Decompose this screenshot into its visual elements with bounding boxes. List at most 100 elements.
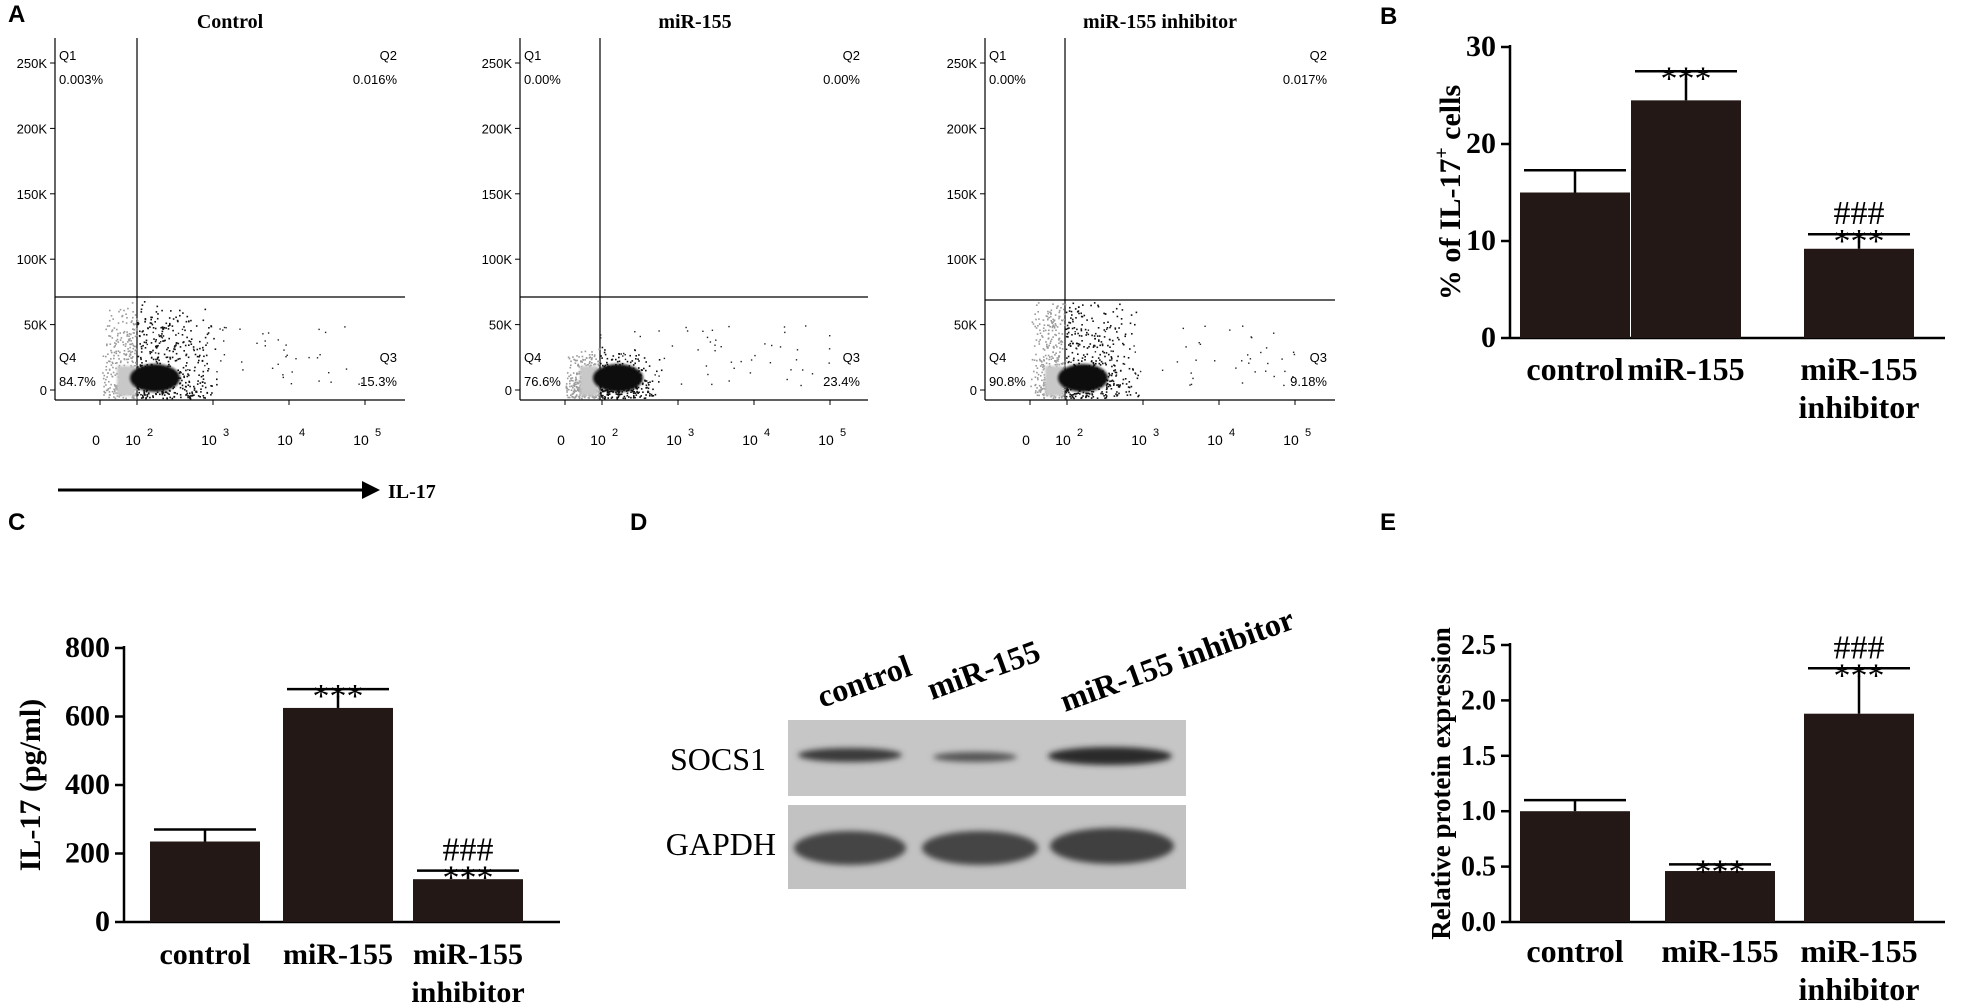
- flow-x-tick-label: 10: [666, 432, 682, 448]
- flow-x-tick-exponent: 3: [1153, 427, 1159, 439]
- y-axis-label: Relative protein expression: [1426, 627, 1456, 939]
- significance-marker: ***: [1661, 60, 1712, 97]
- flow-plot: miR-155 inhibitor 250K 200K 150K 100K 50K 0 0 10…: [947, 11, 1335, 448]
- y-tick-label: 1.0: [1461, 796, 1496, 827]
- flow-events: [102, 301, 363, 400]
- quadrant-name: Q4: [989, 350, 1006, 365]
- western-blot: control miR-155 miR-155 inhibitor SOCS1 …: [666, 601, 1299, 889]
- flow-y-tick-label: 100K: [947, 252, 978, 267]
- y-tick-label: 20: [1466, 127, 1496, 160]
- significance-marker: ***: [313, 678, 364, 715]
- flow-x-tick-label: 0: [1022, 432, 1030, 448]
- flow-y-tick-label: 50K: [954, 318, 977, 333]
- flow-y-tick-label: 250K: [17, 56, 48, 71]
- category-label: control: [159, 938, 250, 971]
- flow-plot-title: Control: [197, 11, 264, 33]
- flow-x-tick-exponent: 2: [612, 427, 618, 439]
- flow-y-tick-label: 100K: [482, 252, 513, 267]
- significance-marker: ***: [1834, 657, 1885, 694]
- flow-y-tick-label: 250K: [482, 56, 513, 71]
- flow-x-tick-label: 10: [1055, 432, 1071, 448]
- flow-events: [565, 325, 831, 400]
- quadrant-name: Q3: [1310, 350, 1327, 365]
- flow-y-tick-label: 150K: [17, 187, 48, 202]
- y-tick-label: 400: [65, 768, 110, 801]
- flow-plot: miR-155 250K 200K 150K 100K 50K 0 0 10 2 10 3 10 4 10 5…: [482, 11, 868, 448]
- bar: [1804, 713, 1914, 922]
- category-label: miR-155: [283, 938, 393, 971]
- quadrant-percent: 90.8%: [989, 374, 1026, 389]
- panel-label-c: C: [8, 509, 25, 536]
- flow-y-tick-label: 0: [970, 383, 977, 398]
- flow-x-tick-exponent: 4: [1229, 427, 1235, 439]
- flow-x-tick-label: 10: [1131, 432, 1147, 448]
- flow-x-tick-exponent: 3: [688, 427, 694, 439]
- flow-y-tick-label: 150K: [947, 187, 978, 202]
- flow-x-tick-label: 10: [742, 432, 758, 448]
- panel-label-b: B: [1380, 3, 1397, 30]
- category-label: miR-155: [1661, 933, 1778, 969]
- flow-x-tick-label: 0: [557, 432, 565, 448]
- quadrant-percent: 84.7%: [59, 374, 96, 389]
- flow-y-tick-label: 200K: [947, 121, 978, 136]
- quadrant-name: Q3: [380, 350, 397, 365]
- blot-lane-label: control: [812, 647, 916, 714]
- category-label: control: [1526, 351, 1623, 387]
- flow-x-tick-label: 10: [277, 432, 293, 448]
- y-tick-label: 0.0: [1461, 907, 1496, 938]
- y-tick-label: 800: [65, 631, 110, 664]
- y-axis-label: IL-17 (pg/ml): [14, 699, 47, 872]
- flow-events: [1030, 302, 1296, 400]
- blot-band: [794, 831, 906, 865]
- y-tick-label: 0: [1481, 321, 1496, 354]
- flow-x-tick-label: 10: [590, 432, 606, 448]
- flow-x-tick-exponent: 3: [223, 427, 229, 439]
- quadrant-name: Q2: [380, 48, 397, 63]
- flow-x-tick-exponent: 2: [1077, 427, 1083, 439]
- significance-marker: ###: [1834, 195, 1885, 232]
- quadrant-name: Q1: [989, 48, 1006, 63]
- y-tick-label: 0: [95, 905, 110, 938]
- quadrant-name: Q1: [59, 48, 76, 63]
- y-tick-label: 30: [1466, 30, 1496, 63]
- blot-lane-label: miR-155 inhibitor: [1055, 601, 1299, 719]
- quadrant-percent: 0.00%: [989, 72, 1026, 87]
- significance-marker: ###: [1834, 629, 1885, 666]
- quadrant-name: Q4: [59, 350, 76, 365]
- significance-marker: ###: [443, 832, 494, 869]
- quadrant-percent: 0.00%: [524, 72, 561, 87]
- flow-y-tick-label: 200K: [17, 121, 48, 136]
- category-label: inhibitor: [1799, 971, 1920, 1007]
- flow-x-tick-exponent: 5: [1305, 427, 1311, 439]
- panel-label-a: A: [8, 1, 25, 28]
- chart-b: 0 10 20 30 % of IL-17+ cells control *** miR-15…: [1432, 30, 1945, 425]
- blot-band: [1050, 828, 1174, 864]
- flow-x-tick-label: 10: [1283, 432, 1299, 448]
- flow-x-tick-exponent: 5: [840, 427, 846, 439]
- blot-band: [922, 831, 1038, 865]
- quadrant-name: Q2: [1310, 48, 1327, 63]
- flow-y-tick-label: 0: [40, 383, 47, 398]
- blot-band: [798, 748, 902, 762]
- flow-x-tick-label: 10: [353, 432, 369, 448]
- quadrant-percent: 23.4%: [823, 374, 860, 389]
- category-label: miR-155: [413, 938, 523, 971]
- flow-y-tick-label: 150K: [482, 187, 513, 202]
- y-tick-label: 0.5: [1461, 852, 1496, 883]
- quadrant-percent: 0.00%: [823, 72, 860, 87]
- bar: [1631, 100, 1741, 338]
- flow-x-tick-label: 10: [201, 432, 217, 448]
- category-label: miR-155: [1627, 351, 1744, 387]
- category-label: inhibitor: [411, 976, 524, 1008]
- flow-x-tick-exponent: 4: [764, 427, 770, 439]
- flow-y-tick-label: 50K: [489, 318, 512, 333]
- flow-x-tick-exponent: 2: [147, 427, 153, 439]
- panel-label-d: D: [630, 509, 647, 536]
- flow-y-tick-label: 50K: [24, 318, 47, 333]
- il17-arrow-label: IL-17: [388, 481, 436, 503]
- y-tick-label: 2.0: [1461, 685, 1496, 716]
- y-axis-label: % of IL-17+ cells: [1432, 85, 1467, 300]
- flow-x-tick-label: 10: [1207, 432, 1223, 448]
